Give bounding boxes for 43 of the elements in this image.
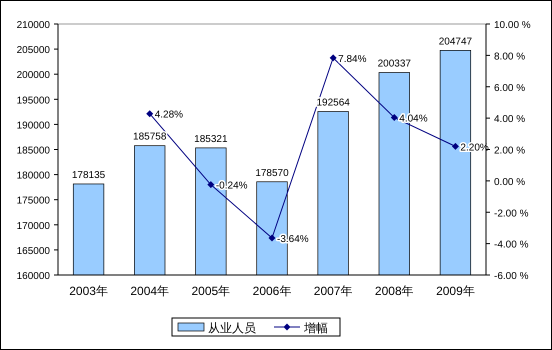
y-tick-label: 205000 — [16, 45, 50, 56]
data-label: 200337 — [378, 58, 412, 70]
data-label: 204747 — [438, 36, 473, 48]
y-tick-label: 195000 — [16, 95, 50, 106]
data-label: 178570 — [255, 168, 290, 179]
data-label: 185758 — [133, 132, 167, 143]
legend-label: 增幅 — [303, 321, 328, 335]
point — [268, 234, 276, 242]
y-tick-label: 180000 — [16, 170, 50, 182]
data-label: 185321 — [194, 134, 228, 145]
data-label: 7.84% — [338, 54, 367, 65]
point — [330, 54, 337, 62]
x-tick-label: 2003年 — [69, 284, 108, 298]
y-tick-label: 190000 — [16, 120, 50, 132]
x-tick-label: 2006年 — [252, 284, 292, 298]
y-tick-label: 160000 — [16, 271, 50, 282]
y-tick-label: 185000 — [16, 146, 50, 156]
x-tick-label: 2009年 — [436, 284, 475, 298]
x-tick-label: 2007年 — [314, 284, 352, 298]
y2-tick-label: 10.00 % — [494, 20, 531, 31]
y-tick-label: 170000 — [16, 220, 50, 232]
point — [146, 110, 154, 118]
y-tick-label: 175000 — [16, 196, 50, 207]
y2-tick-label: 2.00 % — [494, 146, 526, 156]
x-tick-label: 2005年 — [192, 284, 230, 298]
y2-tick-label: -6.00 % — [494, 271, 529, 282]
x-tick-label: 2004年 — [130, 284, 170, 298]
point — [390, 114, 398, 121]
y2-tick-label: -4.00 % — [494, 240, 529, 251]
y2-tick-label: -2.00 % — [494, 208, 529, 220]
y-tick-label: 210000 — [16, 20, 50, 31]
y2-tick-label: 6.00 % — [494, 82, 526, 94]
y2-tick-label: 4.00 % — [494, 114, 526, 126]
point — [452, 142, 459, 150]
data-label: 4.28% — [154, 110, 184, 121]
y2-tick-label: 8.00 % — [494, 51, 526, 62]
data-label: 178135 — [72, 170, 106, 181]
x-tick-label: 2008年 — [374, 284, 414, 298]
legend-label: 从业人员 — [208, 321, 256, 335]
y-tick-label: 165000 — [16, 246, 50, 257]
point — [207, 181, 214, 188]
y-tick-label: 200000 — [16, 70, 50, 82]
y2-tick-label: 0.00 % — [494, 176, 526, 188]
